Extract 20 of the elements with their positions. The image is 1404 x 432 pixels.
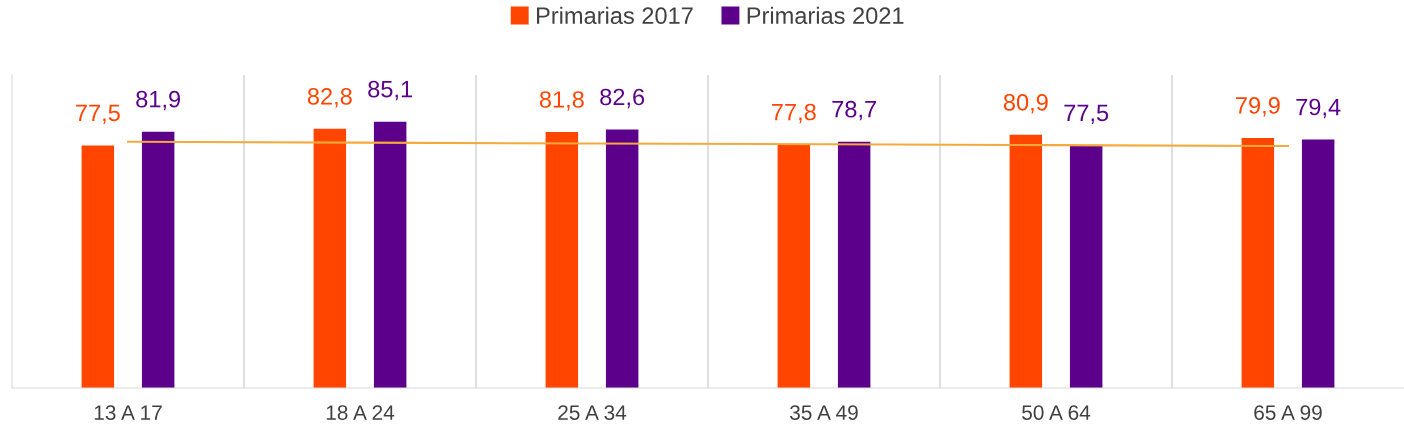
x-tick-label: 25 A 34 (558, 405, 627, 420)
data-label: 82,6 (600, 88, 645, 109)
data-label: 79,4 (1296, 98, 1341, 119)
x-tick-label: 50 A 64 (1022, 405, 1091, 420)
data-label: 77,5 (1064, 104, 1109, 125)
data-label: 81,9 (136, 90, 181, 111)
x-tick-label: 65 A 99 (1254, 405, 1322, 420)
data-label: 81,8 (539, 91, 584, 111)
x-tick-label: 35 A 49 (790, 405, 858, 420)
data-label: 79,9 (1236, 97, 1280, 117)
legend-label: Primarias 2021 (747, 6, 904, 25)
x-tick-label: 13 A 17 (94, 405, 162, 420)
data-label: 77,8 (772, 103, 816, 124)
data-label: 80,9 (1003, 93, 1048, 114)
data-label: 85,1 (368, 80, 412, 101)
data-label: 77,5 (76, 104, 120, 125)
legend-label: Primarias 2017 (536, 6, 693, 25)
data-label: 78,7 (832, 100, 876, 121)
data-label: 82,8 (307, 88, 352, 108)
x-tick-label: 18 A 24 (326, 405, 395, 420)
